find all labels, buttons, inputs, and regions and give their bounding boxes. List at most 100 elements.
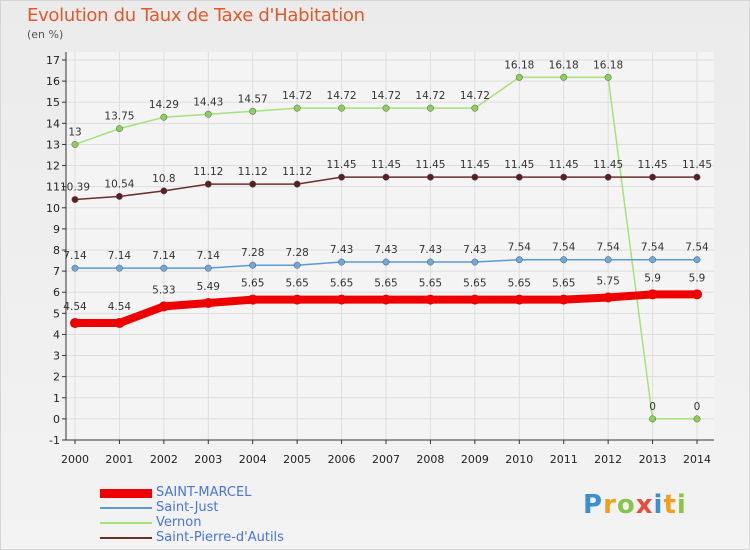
data-label: 14.72 (460, 90, 490, 102)
y-tick-label: 2 (53, 371, 60, 384)
data-label: 5.65 (330, 278, 353, 290)
series-point (203, 297, 214, 308)
legend-label: SAINT-MARCEL (156, 485, 252, 500)
y-tick-label: 14 (46, 117, 60, 130)
data-label: 11.45 (593, 159, 623, 171)
y-tick-label: 4 (53, 328, 60, 341)
logo-letter: i (676, 490, 687, 520)
series-point (338, 173, 346, 181)
data-label: 16.18 (549, 59, 579, 71)
series-point (382, 258, 390, 266)
data-label: 5.49 (197, 281, 220, 293)
y-tick-label: 9 (53, 223, 60, 236)
series-point (514, 294, 525, 305)
y-tick-label: 10 (46, 202, 60, 215)
series-point (649, 256, 657, 264)
series-point (293, 180, 301, 188)
series-point (114, 318, 125, 329)
series-point (160, 113, 168, 121)
legend-label: Saint-Just (156, 500, 219, 515)
data-label: 11.45 (549, 159, 579, 171)
series-point (426, 258, 434, 266)
data-label: 5.9 (689, 272, 706, 284)
y-tick-label: 13 (46, 138, 60, 151)
series-point (515, 256, 523, 264)
data-label: 11.12 (193, 166, 223, 178)
data-label: 0 (694, 401, 701, 413)
data-label: 7.54 (596, 242, 620, 254)
x-tick-label: 2010 (505, 453, 533, 466)
data-label: 7.14 (63, 250, 87, 262)
x-tick-label: 2002 (150, 453, 178, 466)
series-point (249, 261, 257, 269)
series-point (160, 264, 168, 272)
series-point (70, 318, 80, 329)
data-label: 11.12 (238, 166, 268, 178)
y-tick-label: 6 (53, 286, 60, 299)
series-point (560, 173, 568, 181)
series-point (471, 258, 479, 266)
data-label: 7.43 (374, 244, 397, 256)
series-point (71, 196, 79, 203)
data-label: 5.65 (374, 278, 397, 290)
x-tick-label: 2000 (61, 453, 89, 466)
data-label: 5.65 (241, 278, 264, 290)
data-label: 5.9 (644, 272, 661, 284)
data-label: 14.72 (282, 90, 312, 102)
series-point (693, 256, 701, 264)
data-label: 5.33 (152, 284, 175, 296)
series-point (515, 73, 523, 81)
series-point (471, 173, 479, 181)
data-label: 5.65 (419, 278, 442, 290)
data-label: 11.45 (682, 159, 712, 171)
data-label: 7.43 (463, 244, 486, 256)
series-point (604, 73, 612, 81)
x-tick-label: 2008 (416, 453, 444, 466)
data-label: 11.45 (638, 159, 668, 171)
y-tick-label: 12 (46, 160, 60, 173)
series-point (292, 294, 303, 305)
data-label: 7.28 (241, 247, 264, 259)
data-label: 14.72 (327, 90, 357, 102)
data-label: 10.8 (152, 173, 175, 185)
data-label: 16.18 (504, 59, 534, 71)
series-point (204, 180, 212, 188)
series-point (336, 294, 347, 305)
logo-letter: x (635, 490, 654, 520)
series-point (158, 301, 169, 312)
series-point (515, 173, 523, 181)
x-tick-label: 2006 (328, 453, 356, 466)
data-label: 7.14 (108, 250, 132, 262)
y-tick-label: 17 (46, 54, 60, 67)
data-label: 5.65 (285, 278, 308, 290)
x-tick-label: 2003 (194, 453, 222, 466)
data-label: 14.43 (193, 96, 223, 108)
series-point (560, 256, 568, 264)
series-point (603, 292, 614, 303)
series-point (647, 289, 658, 300)
series-point (115, 125, 123, 133)
data-label: 5.65 (552, 278, 575, 290)
series-point (338, 104, 346, 112)
data-label: 7.54 (685, 242, 709, 254)
data-label: 4.54 (108, 301, 132, 313)
logo-letter: i (653, 490, 664, 520)
data-label: 11.12 (282, 166, 312, 178)
series-point (649, 415, 657, 423)
data-label: 11.45 (371, 159, 401, 171)
data-label: 14.57 (238, 93, 268, 105)
data-label: 11.45 (415, 159, 445, 171)
x-tick-label: 2014 (683, 453, 711, 466)
series-point (471, 104, 479, 112)
series-point (71, 264, 79, 272)
series-point (560, 73, 568, 81)
x-tick-label: 2001 (105, 453, 133, 466)
data-label: 7.43 (419, 244, 442, 256)
data-label: 14.72 (371, 90, 401, 102)
series-point (249, 180, 257, 188)
data-label: 4.54 (63, 301, 87, 313)
series-point (115, 192, 123, 200)
data-label: 7.43 (330, 244, 353, 256)
legend-swatch (100, 488, 152, 498)
